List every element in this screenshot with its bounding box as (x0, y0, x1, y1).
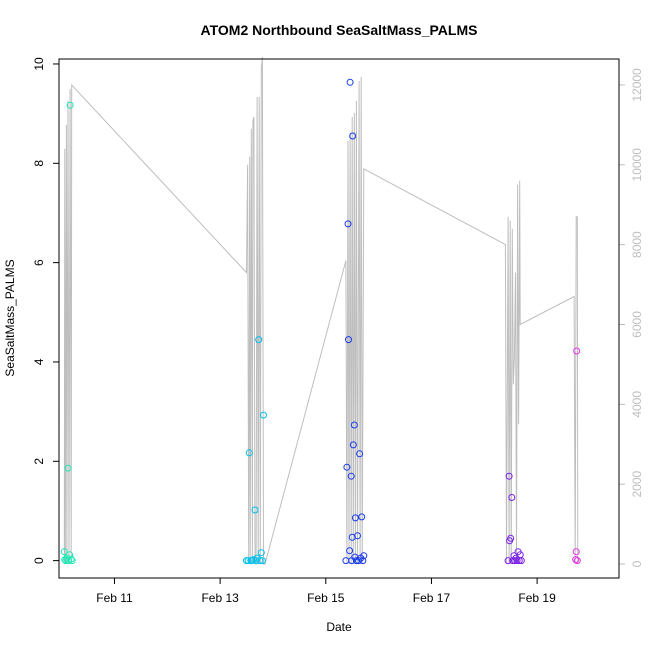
data-point (66, 101, 74, 109)
data-point (573, 347, 581, 355)
y2-tick-label: 12000 (630, 68, 644, 102)
data-point (245, 449, 253, 457)
y2-tick-label: 6000 (630, 311, 644, 338)
data-point (244, 557, 252, 565)
data-point (356, 450, 364, 458)
data-point (60, 548, 68, 556)
data-point (572, 556, 580, 564)
data-point (345, 336, 352, 344)
data-point (358, 513, 366, 521)
data-point (517, 557, 525, 565)
plot-frame (58, 58, 620, 579)
data-point (504, 557, 512, 565)
data-point (507, 534, 515, 542)
x-tick-label: Feb 17 (413, 591, 451, 605)
y-tick-label: 8 (32, 160, 46, 167)
y-tick-label: 4 (32, 358, 46, 365)
x-tick-label: Feb 15 (307, 591, 345, 605)
data-point (354, 532, 361, 540)
data-point (67, 555, 75, 563)
y-tick-label: 6 (32, 259, 46, 266)
data-point (343, 463, 351, 471)
data-point (513, 557, 521, 565)
chart-title: ATOM2 Northbound SeaSaltMass_PALMS (201, 22, 478, 38)
points-layer (60, 78, 581, 565)
data-point (344, 220, 352, 228)
data-point (251, 506, 259, 514)
data-point (258, 557, 266, 565)
y2-tick-label: 2000 (630, 471, 644, 498)
y2-tick-label: 0 (630, 560, 644, 567)
data-point (573, 557, 581, 565)
data-point (350, 421, 358, 429)
data-point (572, 548, 580, 556)
y2-tick-label: 8000 (630, 231, 644, 258)
data-point (346, 78, 354, 86)
y-tick-label: 0 (32, 557, 46, 564)
data-point (257, 549, 265, 557)
series-line (63, 56, 579, 565)
x-tick-label: Feb 11 (96, 591, 133, 605)
data-point (349, 132, 357, 140)
x-axis-label: Date (326, 620, 352, 634)
y-tick-label: 2 (32, 458, 46, 465)
y2-tick-label: 10000 (630, 148, 644, 182)
y-tick-label: 10 (32, 57, 46, 71)
data-point (347, 472, 355, 480)
data-point (255, 336, 263, 344)
data-point (66, 551, 74, 559)
data-point (68, 557, 76, 565)
data-point (256, 557, 264, 565)
data-point (64, 464, 72, 472)
y2-tick-label: 4000 (630, 391, 644, 418)
line-layer (63, 56, 579, 565)
y-axis-label: SeaSaltMass_PALMS (3, 259, 17, 376)
data-point (260, 411, 267, 419)
x-tick-label: Feb 13 (201, 591, 239, 605)
data-point (505, 472, 513, 480)
x-tick-label: Feb 19 (518, 591, 556, 605)
data-point (359, 557, 367, 565)
data-point (508, 494, 516, 501)
data-point (346, 547, 354, 555)
data-point (349, 441, 357, 449)
data-point (360, 552, 368, 560)
